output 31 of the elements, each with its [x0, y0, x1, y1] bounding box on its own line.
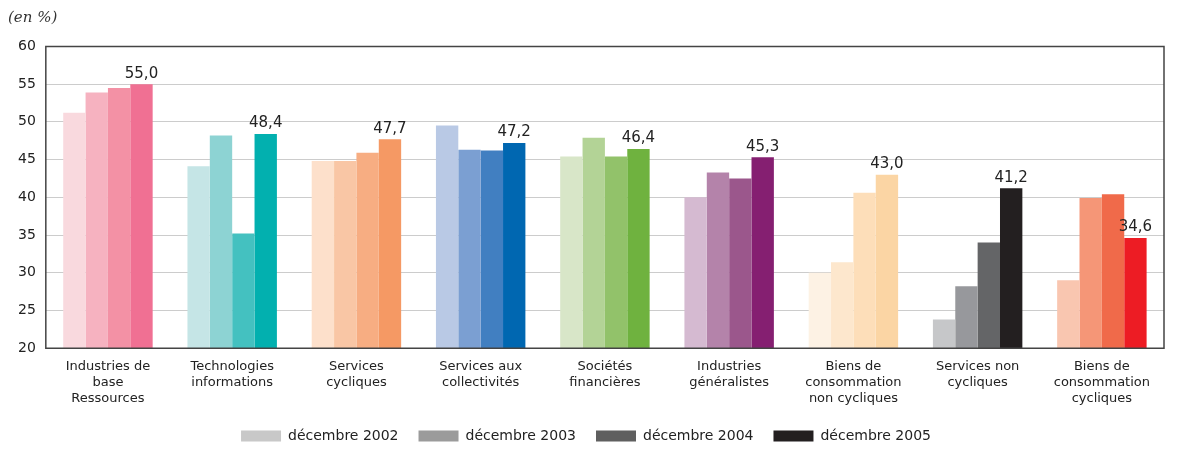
legend-label: décembre 2002: [288, 426, 399, 443]
x-tick-label: Services cycliques: [326, 358, 387, 389]
y-tick-label: 20: [17, 338, 36, 355]
data-label: 47,7: [373, 118, 407, 137]
data-label: 43,0: [870, 154, 904, 173]
x-tick-label: Sociétés financières: [569, 358, 641, 389]
data-label: 48,4: [249, 113, 283, 132]
data-label: 47,2: [497, 122, 531, 141]
x-tick-label: Services non cycliques: [935, 358, 1020, 389]
y-tick-label: 50: [17, 112, 36, 129]
y-tick-label: 55: [17, 74, 36, 91]
data-label: 45,3: [745, 136, 780, 155]
data-label: 46,4: [621, 128, 656, 147]
legend-label: décembre 2004: [643, 426, 754, 443]
y-tick-label: 30: [17, 263, 36, 280]
y-tick-label: 60: [17, 37, 36, 54]
data-label: 41,2: [994, 167, 1028, 186]
legend-label: décembre 2005: [820, 426, 931, 443]
y-tick-label: 40: [17, 187, 36, 204]
y-tick-label: 35: [17, 225, 36, 242]
text: (en %): [8, 8, 59, 28]
x-tick-label: Industries de base Ressources: [65, 358, 151, 405]
x-tick-label: Biens de consommation cycliques: [1053, 358, 1151, 405]
legend-label: décembre 2003: [465, 426, 577, 443]
x-tick-label: Services aux collectivités: [439, 358, 523, 389]
y-tick-label: 45: [17, 150, 36, 167]
y-tick-label: 25: [17, 301, 36, 318]
data-label: 55,0: [124, 63, 159, 82]
x-tick-label: Biens de consommation non cycliques: [805, 358, 902, 405]
x-tick-label: Technologies informations: [189, 358, 275, 389]
x-tick-label: Industries généralistes: [689, 358, 770, 389]
